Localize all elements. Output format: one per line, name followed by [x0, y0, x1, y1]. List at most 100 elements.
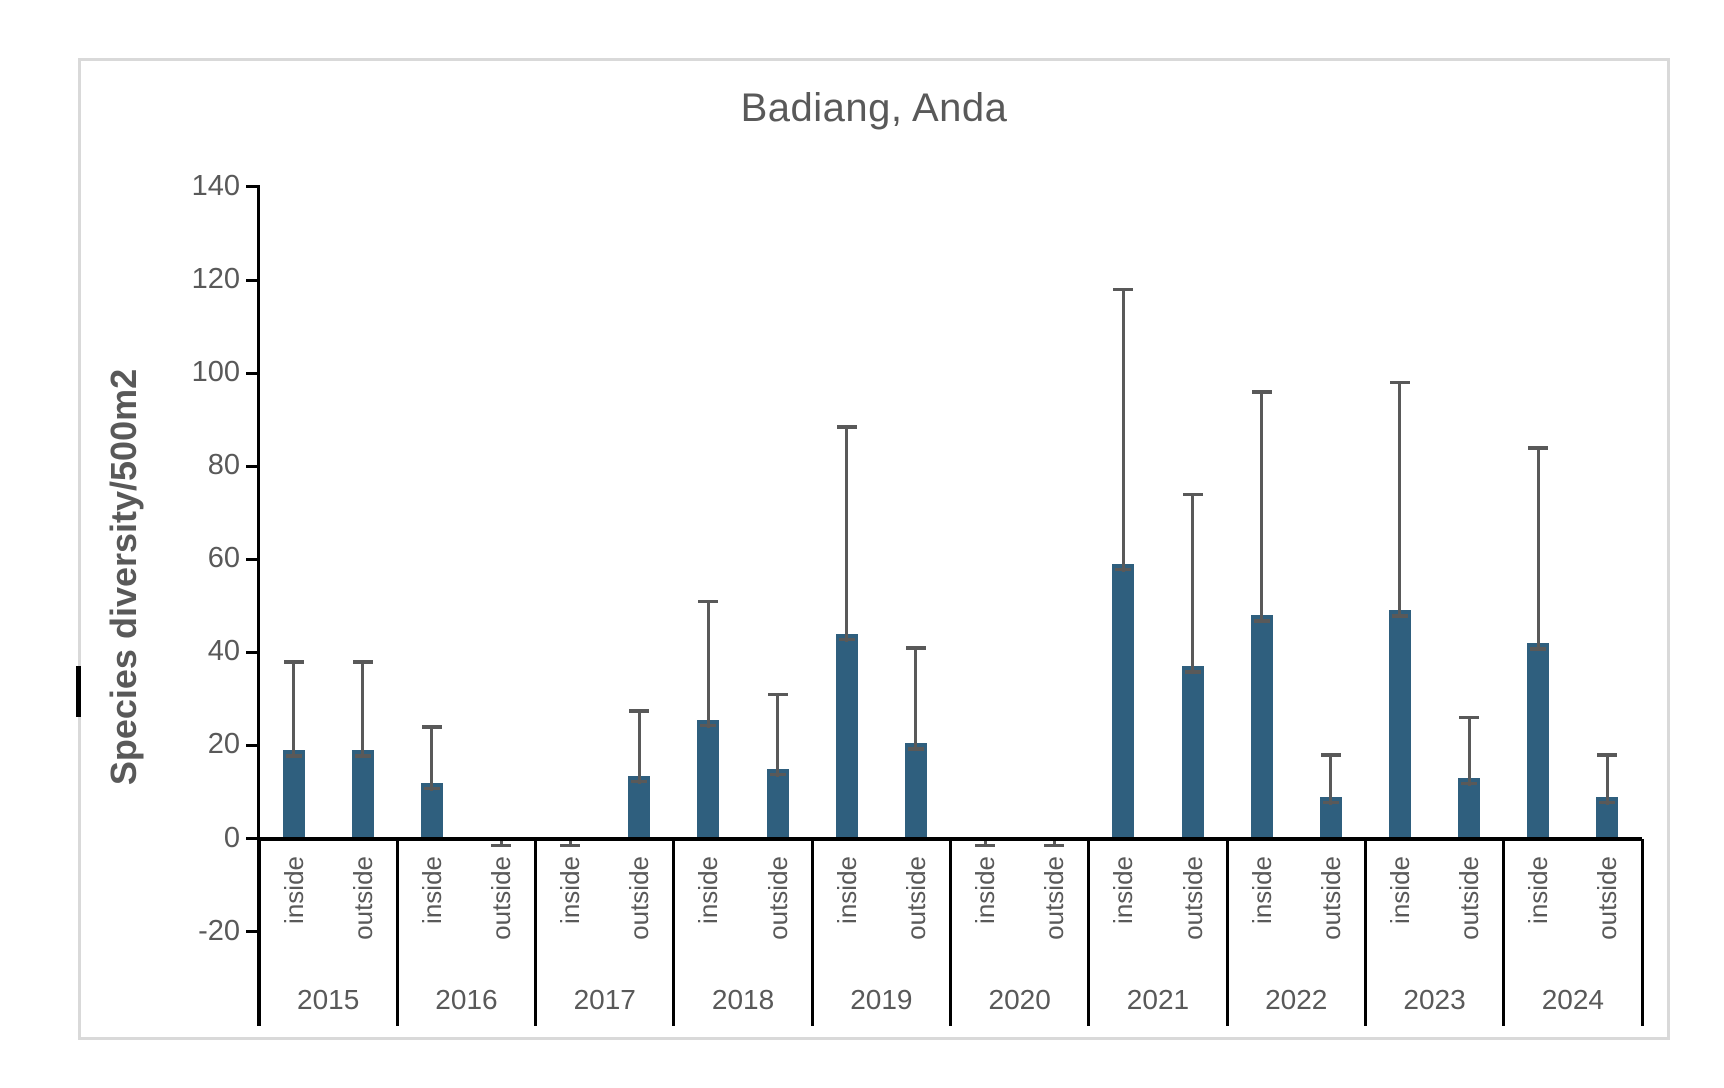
year-separator-4	[810, 838, 814, 1026]
bar-2015-outside	[351, 750, 374, 839]
y-tick-20	[246, 743, 259, 747]
bar-2021-outside	[1181, 666, 1204, 839]
error-bar-line-2021-inside	[1121, 289, 1125, 572]
year-label-2023: 2023	[1403, 984, 1466, 1015]
error-bar-line-2019-inside	[845, 426, 849, 642]
error-bar-top-cap-2021-outside	[1182, 492, 1203, 497]
bar-2022-inside	[1250, 615, 1273, 839]
error-bar-line-2022-inside	[1260, 391, 1264, 624]
bar-2017-outside	[628, 775, 651, 839]
chart-title: Badiang, Anda	[740, 86, 1008, 130]
bar-2022-outside	[1319, 796, 1342, 839]
error-bar-bottom-cap-2024-outside	[1599, 800, 1616, 805]
y-tick-label-0: 0	[223, 821, 240, 854]
bar-2024-outside	[1596, 796, 1619, 839]
category-label-2021-inside: inside	[1108, 856, 1139, 924]
error-bar-bottom-cap-2015-inside	[285, 754, 302, 758]
error-bar-bottom-cap-2018-inside	[700, 723, 717, 728]
category-label-2022-outside: outside	[1315, 856, 1346, 940]
year-separator-8	[1363, 838, 1367, 1026]
error-bar-line-2016-inside	[430, 726, 434, 791]
y-tick-label-100: 100	[191, 356, 240, 389]
category-label-2016-inside: inside	[416, 856, 447, 924]
error-bar-zero-cap-2020-inside	[975, 843, 996, 847]
year-label-2017: 2017	[573, 984, 636, 1015]
error-bar-line-2020-outside	[1052, 838, 1056, 845]
bar-2016-inside	[420, 782, 443, 839]
bar-2023-outside	[1458, 777, 1481, 839]
error-bar-top-cap-2017-outside	[629, 709, 650, 713]
error-bar-top-cap-2015-inside	[283, 660, 304, 664]
y-axis-title: Species diversity/500m2	[103, 368, 144, 786]
category-label-2020-outside: outside	[1039, 856, 1070, 940]
category-label-2016-outside: outside	[486, 856, 517, 940]
error-bar-line-2023-outside	[1467, 717, 1471, 786]
category-label-2021-outside: outside	[1177, 856, 1208, 940]
error-bar-top-cap-2023-outside	[1459, 715, 1480, 720]
error-bar-line-2017-inside	[568, 838, 572, 845]
error-bar-top-cap-2018-inside	[698, 599, 719, 604]
category-label-2015-inside: inside	[278, 856, 309, 924]
category-label-2017-inside: inside	[555, 856, 586, 924]
error-bar-line-2015-outside	[361, 661, 365, 759]
error-bar-top-cap-2023-inside	[1389, 380, 1410, 385]
error-bar-top-cap-2019-inside	[836, 425, 857, 429]
category-label-2020-inside: inside	[970, 856, 1001, 924]
category-label-2019-inside: inside	[831, 856, 862, 924]
error-bar-line-2018-inside	[706, 601, 710, 728]
y-tick-label--20: -20	[198, 914, 240, 947]
y-axis-line	[257, 185, 260, 1026]
error-bar-bottom-cap-2018-outside	[769, 772, 786, 777]
error-bar-line-2015-inside	[292, 661, 296, 759]
y-tick-100	[246, 371, 259, 375]
year-separator-2	[534, 838, 538, 1026]
y-tick-label-140: 140	[191, 169, 240, 202]
category-label-2023-outside: outside	[1454, 856, 1485, 940]
year-separator-7	[1225, 838, 1229, 1026]
bar-2019-outside	[904, 743, 927, 839]
error-bar-line-2020-inside	[983, 838, 987, 845]
error-bar-bottom-cap-2019-inside	[838, 637, 855, 642]
y-tick-40	[246, 650, 259, 654]
error-bar-line-2022-outside	[1329, 754, 1333, 805]
y-tick-140	[246, 185, 259, 189]
bar-2019-inside	[835, 633, 858, 839]
error-bar-top-cap-2021-inside	[1113, 287, 1134, 292]
error-bar-top-cap-2024-inside	[1528, 446, 1549, 450]
category-label-2018-outside: outside	[762, 856, 793, 940]
category-label-2019-outside: outside	[900, 856, 931, 940]
bar-2024-inside	[1527, 643, 1550, 839]
year-separator-0	[257, 838, 261, 1026]
error-bar-line-2017-outside	[637, 710, 641, 784]
error-bar-line-2019-outside	[914, 647, 918, 752]
error-bar-bottom-cap-2019-outside	[907, 747, 924, 751]
y-tick-80	[246, 464, 259, 468]
bar-2021-inside	[1112, 563, 1135, 839]
category-label-2024-inside: inside	[1523, 856, 1554, 924]
year-separator-1	[395, 838, 399, 1026]
error-bar-bottom-cap-2023-outside	[1461, 781, 1478, 786]
error-bar-top-cap-2019-outside	[905, 646, 926, 650]
error-bar-top-cap-2016-inside	[421, 725, 442, 729]
year-label-2022: 2022	[1265, 984, 1328, 1015]
error-bar-zero-cap-2017-inside	[560, 843, 581, 847]
year-label-2016: 2016	[435, 984, 498, 1015]
error-bar-bottom-cap-2017-outside	[631, 779, 648, 784]
y-tick--20	[246, 930, 259, 934]
year-label-2018: 2018	[711, 984, 775, 1015]
y-tick-label-60: 60	[207, 542, 240, 575]
bar-2015-inside	[282, 750, 305, 839]
year-label-2015: 2015	[297, 984, 360, 1015]
error-bar-bottom-cap-2024-inside	[1530, 647, 1547, 651]
error-bar-bottom-cap-2023-inside	[1391, 614, 1408, 618]
year-separator-10	[1640, 838, 1644, 1026]
error-bar-top-cap-2018-outside	[767, 692, 788, 697]
bar-2023-inside	[1388, 610, 1411, 839]
category-label-2022-inside: inside	[1246, 856, 1277, 924]
chart-frame	[78, 58, 1670, 1040]
y-tick-label-20: 20	[207, 728, 240, 761]
category-label-2023-inside: inside	[1384, 856, 1415, 924]
y-tick-60	[246, 557, 259, 561]
error-bar-bottom-cap-2021-inside	[1115, 567, 1132, 572]
